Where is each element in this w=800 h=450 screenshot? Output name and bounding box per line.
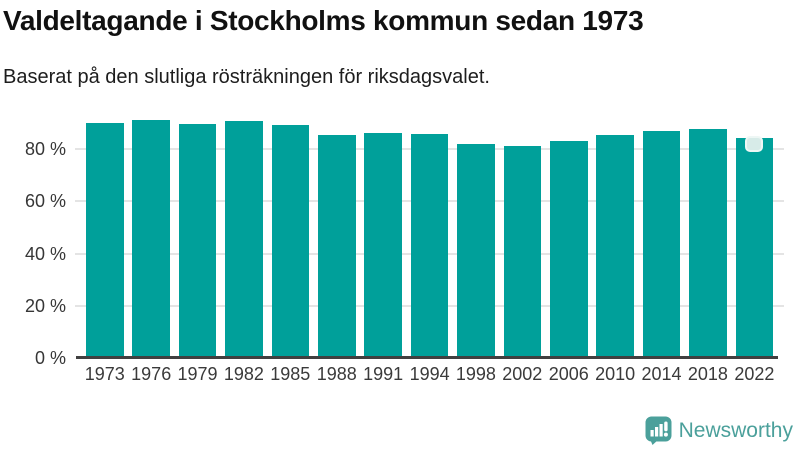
x-tick-label: 1998 (455, 364, 496, 384)
x-tick-label: 1994 (409, 364, 450, 384)
y-tick-label: 80 % (24, 139, 66, 159)
y-tick-label: 0 % (34, 348, 66, 368)
x-tick-label: 2022 (734, 364, 775, 384)
newsworthy-logo[interactable]: Newsworthy (645, 415, 793, 446)
bar-1973[interactable] (86, 122, 124, 358)
chart-subtitle: Baserat på den slutliga rösträkningen fö… (3, 66, 490, 88)
bar-2014[interactable] (642, 131, 681, 358)
x-tick-label: 1979 (177, 364, 218, 384)
latest-value-marker (745, 135, 764, 152)
x-tick-label: 1988 (316, 364, 357, 384)
bar-2006[interactable] (550, 141, 588, 358)
x-tick-label: 1991 (363, 364, 404, 384)
x-tick-label: 2002 (502, 364, 543, 384)
x-tick-label: 2018 (687, 364, 728, 384)
y-tick-label: 40 % (24, 243, 66, 264)
x-tick-label: 1982 (223, 364, 264, 384)
y-axis: 0 % 20 % 40 % 60 % 80 % (0, 110, 66, 367)
brand-name: Newsworthy (678, 418, 793, 442)
x-tick-label: 1976 (131, 364, 172, 384)
x-tick-label: 1973 (84, 364, 125, 384)
bar-1985[interactable] (271, 125, 310, 358)
x-tick-label: 2014 (641, 364, 682, 384)
y-tick-label: 60 % (24, 191, 66, 212)
x-tick-label: 1985 (270, 364, 311, 384)
chart-title: Valdeltagande i Stockholms kommun sedan … (3, 5, 644, 36)
bar-1982[interactable] (225, 120, 263, 358)
x-tick-label: 2010 (595, 364, 636, 384)
bar-1994[interactable] (410, 133, 449, 358)
bar-1988[interactable] (318, 134, 356, 358)
bar-2010[interactable] (596, 135, 634, 358)
x-tick-label: 2006 (548, 364, 589, 384)
bar-1979[interactable] (178, 123, 217, 358)
bar-1998[interactable] (457, 144, 495, 358)
bar-2018[interactable] (689, 129, 727, 358)
y-tick-label: 20 % (24, 295, 66, 316)
bar-1976[interactable] (132, 120, 170, 358)
bar-2002[interactable] (503, 146, 542, 358)
x-axis-line (76, 356, 778, 359)
plot-area (75, 110, 784, 359)
bar-2022[interactable] (735, 135, 774, 358)
newsworthy-logo-icon (645, 416, 672, 445)
bar-1991[interactable] (364, 132, 402, 358)
x-axis: 1973 1976 1979 1982 1985 1988 1991 1994 1998 2002… (75, 364, 784, 388)
